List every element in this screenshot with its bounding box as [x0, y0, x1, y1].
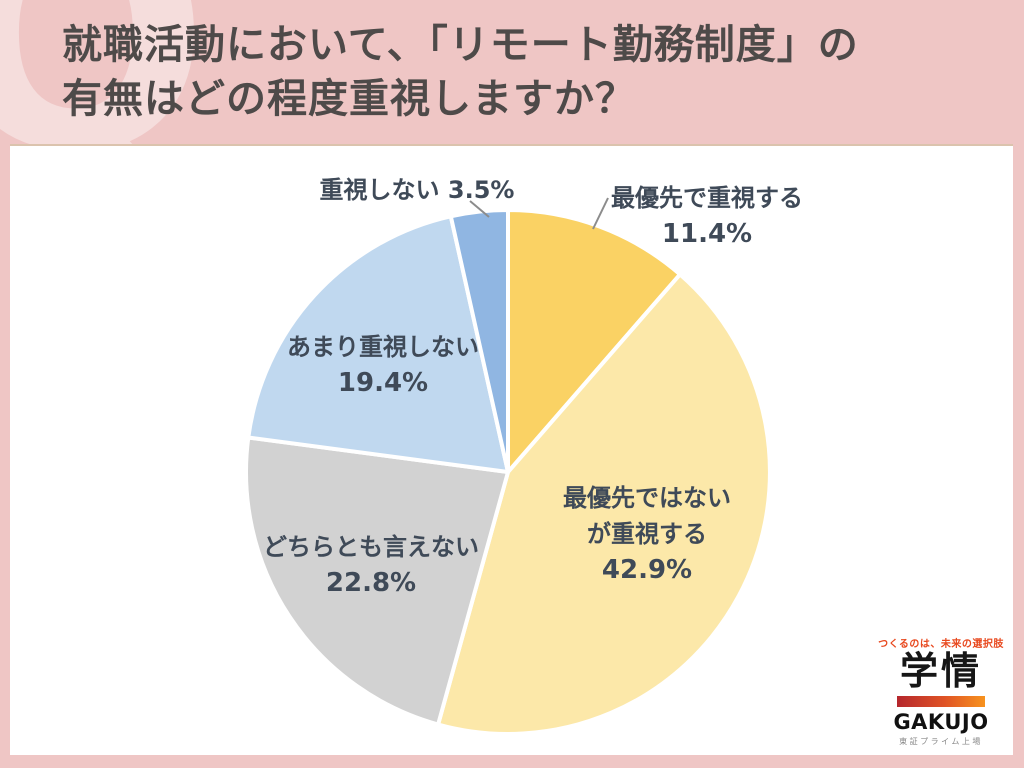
pie-slice-0 — [506, 208, 682, 474]
label-important-not-top-line2: が重視する — [587, 520, 707, 548]
logo-brand-jp: 学情 — [899, 649, 982, 694]
logo-gradient-bar — [897, 696, 985, 707]
label-neutral-pct: 22.8% — [325, 568, 417, 598]
label-important-not-top: 最優先ではない が重視する 42.9% — [563, 480, 731, 588]
gakujo-logo: つくるのは、未来の選択肢 学情 GAKUJO 東証プライム上場 — [878, 635, 1004, 747]
label-top-priority: 最優先で重視する 11.4% — [611, 180, 803, 252]
label-top-priority-pct: 11.4% — [661, 219, 753, 249]
label-less-important-pct: 19.4% — [337, 368, 429, 398]
pie-slice-4 — [448, 207, 510, 474]
pie-chart — [244, 197, 772, 736]
question-header: 就職活動において、「リモート勤務制度」の 有無はどの程度重視しますか？ — [62, 18, 859, 126]
pie-slices — [244, 207, 772, 736]
label-neutral: どちらとも言えない 22.8% — [263, 529, 479, 601]
label-top-priority-name: 最優先で重視する — [611, 184, 803, 212]
label-neutral-name: どちらとも言えない — [263, 533, 479, 561]
leader-line-top-priority — [592, 197, 609, 230]
label-less-important-name: あまり重視しない — [287, 333, 479, 361]
label-important-not-top-line1: 最優先ではない — [563, 484, 731, 512]
logo-note: 東証プライム上場 — [899, 737, 983, 746]
pie-slice-2 — [244, 435, 510, 727]
logo-tagline: つくるのは、未来の選択肢 — [878, 639, 1004, 651]
chart-card: 重視しない 3.5% 最優先で重視する 11.4% あまり重視しない 19.4%… — [10, 144, 1013, 755]
question-title-line1: 就職活動において、「リモート勤務制度」の — [62, 22, 859, 68]
label-important-not-top-pct: 42.9% — [601, 555, 693, 585]
pie-slice-3 — [246, 214, 510, 474]
question-title-line2: 有無はどの程度重視しますか？ — [62, 76, 636, 122]
pie-slice-1 — [436, 272, 772, 736]
label-not-important: 重視しない 3.5% — [319, 176, 515, 204]
logo-brand-en: GAKUJO — [893, 710, 989, 734]
label-less-important: あまり重視しない 19.4% — [287, 329, 479, 401]
leader-line-not-important — [469, 200, 490, 218]
